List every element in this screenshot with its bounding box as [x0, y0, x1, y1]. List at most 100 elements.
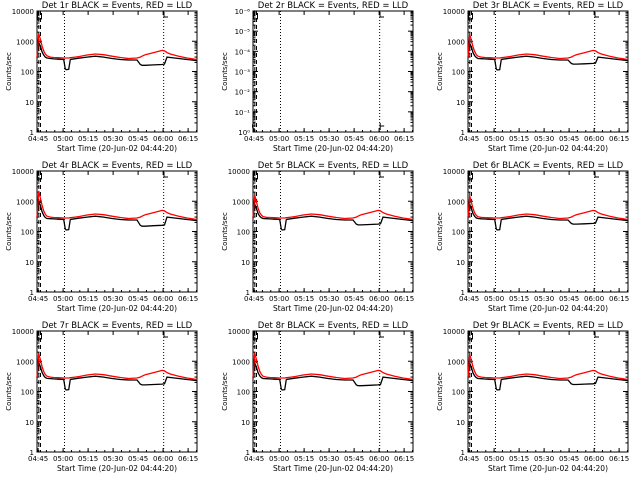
x-tick-label: 05:30 — [103, 295, 123, 303]
x-tick-label: 05:15 — [509, 135, 529, 143]
y-tick-label: 1 — [461, 449, 465, 457]
x-tick-label: 05:45 — [559, 295, 579, 303]
x-tick-label: 05:15 — [509, 295, 529, 303]
y-tick-label: 1 — [461, 289, 465, 297]
interval-marker-left — [468, 13, 473, 20]
lld-series-line — [467, 354, 629, 381]
x-tick-label: 05:00 — [53, 295, 73, 303]
plot-frame — [36, 10, 198, 133]
x-tick-label: 05:45 — [559, 455, 579, 463]
y-tick-label: 10000 — [228, 328, 250, 336]
x-tick-label: 06:15 — [394, 135, 414, 143]
x-tick-label: 04:45 — [28, 295, 48, 303]
x-axis-label: Start Time (20-Jun-02 04:44:20) — [273, 464, 393, 473]
x-tick-label: 05:00 — [484, 455, 504, 463]
y-tick-label: 10 — [25, 99, 34, 107]
y-tick-label: 10⁻⁶ — [235, 8, 251, 16]
y-tick-label: 100 — [21, 69, 34, 77]
y-tick-label: 1 — [30, 449, 34, 457]
events-series-line — [36, 198, 198, 231]
y-tick-label: 1000 — [16, 38, 34, 46]
y-tick-label: 10000 — [443, 8, 465, 16]
x-tick-label: 05:15 — [78, 455, 98, 463]
x-tick-label: 05:45 — [128, 455, 148, 463]
events-series-line — [252, 360, 414, 391]
plot-frame — [467, 10, 629, 133]
plot-frame — [252, 170, 414, 293]
plot-frame — [252, 330, 414, 453]
y-tick-label: 10 — [25, 419, 34, 427]
panel-2: Det 2r BLACK = Events, RED = LLD Counts/s… — [221, 1, 414, 153]
x-tick-label: 05:30 — [319, 455, 339, 463]
x-tick-label: 05:45 — [128, 295, 148, 303]
y-tick-label: 1 — [30, 129, 34, 137]
plot-frame — [467, 330, 629, 453]
panel-title: Det 4r BLACK = Events, RED = LLD — [42, 161, 193, 171]
interval-marker-right — [379, 12, 384, 18]
y-tick-label: 10⁻² — [235, 89, 251, 97]
panel-7: Det 7r BLACK = Events, RED = LLD Counts/s… — [5, 321, 198, 473]
y-axis-label: Counts/sec — [436, 372, 444, 411]
y-tick-label: 10⁰ — [238, 129, 250, 137]
x-tick-label: 06:15 — [178, 135, 198, 143]
y-tick-label: 100 — [237, 229, 250, 237]
x-tick-label: 05:45 — [559, 135, 579, 143]
x-tick-label: 04:45 — [244, 135, 264, 143]
y-tick-label: 1000 — [232, 358, 250, 366]
y-tick-label: 1 — [246, 449, 250, 457]
bottom-marker-right — [379, 123, 385, 130]
panel-9: Det 9r BLACK = Events, RED = LLD Counts/s… — [436, 321, 629, 473]
panel-4: Det 4r BLACK = Events, RED = LLD Counts/s… — [5, 161, 198, 313]
y-tick-label: 10000 — [443, 328, 465, 336]
y-tick-label: 10⁻³ — [235, 69, 251, 77]
interval-marker-right — [379, 332, 384, 338]
panel-title: Det 2r BLACK = Events, RED = LLD — [258, 1, 409, 11]
panel-title: Det 3r BLACK = Events, RED = LLD — [473, 1, 624, 11]
x-tick-label: 04:45 — [28, 455, 48, 463]
lld-series-line — [467, 195, 629, 221]
x-axis-label: Start Time (20-Jun-02 04:44:20) — [57, 304, 177, 313]
y-tick-label: 10000 — [228, 168, 250, 176]
x-tick-label: 05:30 — [103, 455, 123, 463]
x-tick-label: 05:00 — [269, 455, 289, 463]
y-tick-label: 10⁻⁴ — [235, 48, 251, 56]
y-tick-label: 1000 — [447, 38, 465, 46]
x-tick-label: 04:45 — [244, 455, 264, 463]
y-axis-label: Counts/sec — [221, 372, 229, 411]
interval-marker-left — [37, 13, 42, 20]
x-tick-label: 05:00 — [53, 455, 73, 463]
x-tick-label: 06:00 — [153, 455, 173, 463]
x-axis-label: Start Time (20-Jun-02 04:44:20) — [488, 144, 608, 153]
panel-title: Det 6r BLACK = Events, RED = LLD — [473, 161, 624, 171]
interval-marker-right — [594, 332, 599, 338]
y-tick-label: 10 — [241, 419, 250, 427]
plot-frame — [252, 10, 414, 133]
interval-marker-right — [594, 12, 599, 18]
interval-marker-left — [468, 333, 473, 340]
y-axis-label: Counts/sec — [5, 52, 13, 91]
interval-marker-left — [37, 333, 42, 340]
x-tick-label: 06:00 — [153, 295, 173, 303]
y-tick-label: 10 — [456, 259, 465, 267]
panel-8: Det 8r BLACK = Events, RED = LLD Counts/s… — [221, 321, 414, 473]
y-tick-label: 10 — [241, 259, 250, 267]
x-tick-label: 05:15 — [509, 455, 529, 463]
y-axis-label: Counts/sec — [436, 52, 444, 91]
x-tick-label: 06:00 — [369, 135, 389, 143]
x-tick-label: 06:15 — [609, 135, 629, 143]
x-tick-label: 05:15 — [294, 135, 314, 143]
x-tick-label: 05:30 — [534, 455, 554, 463]
x-tick-label: 05:00 — [484, 295, 504, 303]
lld-series-line — [36, 190, 198, 221]
interval-marker-left — [468, 173, 473, 180]
y-tick-label: 100 — [21, 389, 34, 397]
x-tick-label: 06:00 — [153, 135, 173, 143]
panel-1: Det 1r BLACK = Events, RED = LLD Counts/s… — [5, 1, 198, 153]
bottom-marker-left — [252, 121, 256, 131]
y-tick-label: 1 — [246, 289, 250, 297]
interval-marker-right — [379, 172, 384, 178]
x-tick-label: 05:45 — [344, 295, 364, 303]
y-axis-label: Counts/sec — [436, 212, 444, 251]
x-tick-label: 05:00 — [484, 135, 504, 143]
x-tick-label: 05:30 — [103, 135, 123, 143]
